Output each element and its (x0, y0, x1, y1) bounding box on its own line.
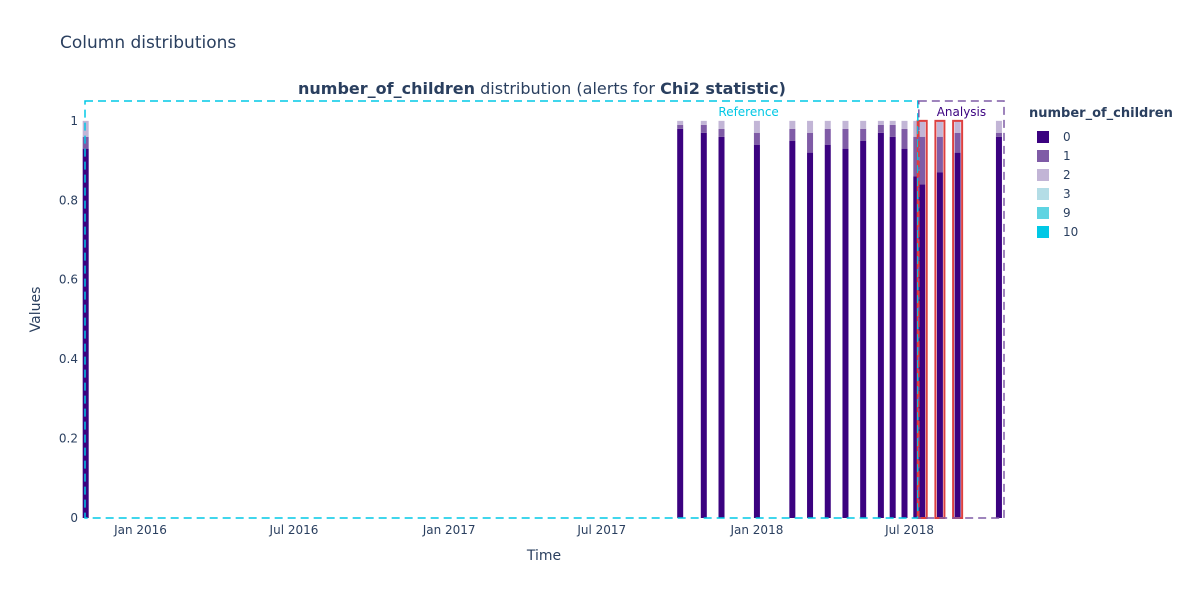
x-tick-label: Jul 2017 (576, 523, 626, 537)
bar-segment (824, 144, 831, 518)
bar-segment (954, 120, 961, 133)
bar-segment (913, 136, 920, 177)
bar-segment (700, 120, 707, 125)
bar-segment (789, 128, 796, 141)
y-tick-label: 1 (70, 114, 78, 128)
y-tick-label: 0.2 (59, 432, 78, 446)
bar-segment (995, 132, 1002, 137)
bar-segment (995, 136, 1002, 518)
bar-segment (842, 148, 849, 518)
x-tick-label: Jan 2016 (113, 523, 167, 537)
legend-label: 0 (1063, 129, 1071, 144)
legend-title: number_of_children (1029, 106, 1173, 121)
legend-swatch (1037, 168, 1049, 181)
alert-outline (916, 119, 928, 519)
bar-segment (677, 124, 684, 129)
x-tick-label: Jan 2017 (422, 523, 476, 537)
legend-label: 9 (1063, 205, 1071, 220)
bar-segment (718, 136, 725, 518)
bar-segment (807, 132, 814, 153)
bar-segment (995, 120, 1002, 133)
bar-segment (860, 120, 867, 129)
legend: number_of_children 0 1 2 3 9 10 (1029, 106, 1173, 241)
y-tick-label: 0.8 (59, 193, 78, 207)
y-axis-label: Values (28, 287, 44, 333)
bar-segment (889, 136, 896, 518)
bar-segment (919, 120, 926, 137)
bar-segment (753, 132, 760, 145)
y-tick-label: 0.4 (59, 352, 78, 366)
bar-segment (954, 132, 961, 153)
legend-item[interactable]: 1 (1029, 146, 1173, 165)
legend-swatch (1037, 130, 1049, 143)
legend-swatch (1037, 187, 1049, 200)
bar-segment (936, 172, 943, 518)
bar-segment (889, 124, 896, 137)
bar-segment (860, 140, 867, 518)
legend-item[interactable]: 2 (1029, 165, 1173, 184)
bar-segment (807, 152, 814, 518)
bar-segment (718, 128, 725, 137)
bar-segment (824, 120, 831, 129)
legend-label: 10 (1063, 224, 1079, 239)
x-axis-label: Time (526, 548, 561, 564)
analysis-period-label: Analysis (937, 105, 986, 119)
page-title: Column distributions (60, 33, 237, 53)
y-tick-label: 0.6 (59, 273, 78, 287)
bar-segment (842, 120, 849, 129)
legend-label: 2 (1063, 167, 1071, 182)
bar-segment (901, 120, 908, 129)
bar-segment (824, 128, 831, 145)
bar-segment (901, 148, 908, 518)
bar-segment (877, 124, 884, 133)
bar-segment (789, 140, 796, 518)
bar-segment (936, 136, 943, 173)
bar-segment (877, 120, 884, 125)
reference-period-box (84, 100, 919, 519)
legend-label: 1 (1063, 148, 1071, 163)
chart-title: number_of_children distribution (alerts … (298, 79, 786, 98)
reference-period-label: Reference (718, 105, 778, 119)
bar-segment (919, 136, 926, 185)
bar-segment (901, 128, 908, 149)
bar-segment (860, 128, 867, 141)
bar-segment (913, 176, 920, 518)
legend-items: 0 1 2 3 9 10 (1029, 127, 1173, 241)
legend-item[interactable]: 9 (1029, 203, 1173, 222)
legend-item[interactable]: 3 (1029, 184, 1173, 203)
bar-segment (753, 120, 760, 133)
analysis-period-box (918, 100, 1005, 519)
y-tick-label: 0 (70, 511, 78, 525)
legend-item[interactable]: 10 (1029, 222, 1173, 241)
bar-segment (700, 132, 707, 518)
bar-segment (700, 124, 707, 133)
x-tick-label: Jul 2016 (269, 523, 319, 537)
legend-swatch (1037, 149, 1049, 162)
bar-segment (789, 120, 796, 129)
bar-segment (919, 184, 926, 518)
bar-segment (842, 128, 849, 149)
legend-label: 3 (1063, 186, 1071, 201)
legend-item[interactable]: 0 (1029, 127, 1173, 146)
bar-segment (718, 120, 725, 129)
legend-swatch (1037, 206, 1049, 219)
bar-segment (913, 120, 920, 137)
legend-swatch (1037, 225, 1049, 238)
bar-segment (889, 120, 896, 125)
bar-segment (954, 152, 961, 518)
x-tick-label: Jul 2018 (884, 523, 934, 537)
bar-segment (677, 128, 684, 519)
bar-segment (753, 144, 760, 518)
bar-segment (807, 120, 814, 133)
x-tick-label: Jan 2018 (729, 523, 783, 537)
bar-segment (677, 120, 684, 125)
bar-segment (877, 132, 884, 518)
bar-segment (936, 120, 943, 137)
